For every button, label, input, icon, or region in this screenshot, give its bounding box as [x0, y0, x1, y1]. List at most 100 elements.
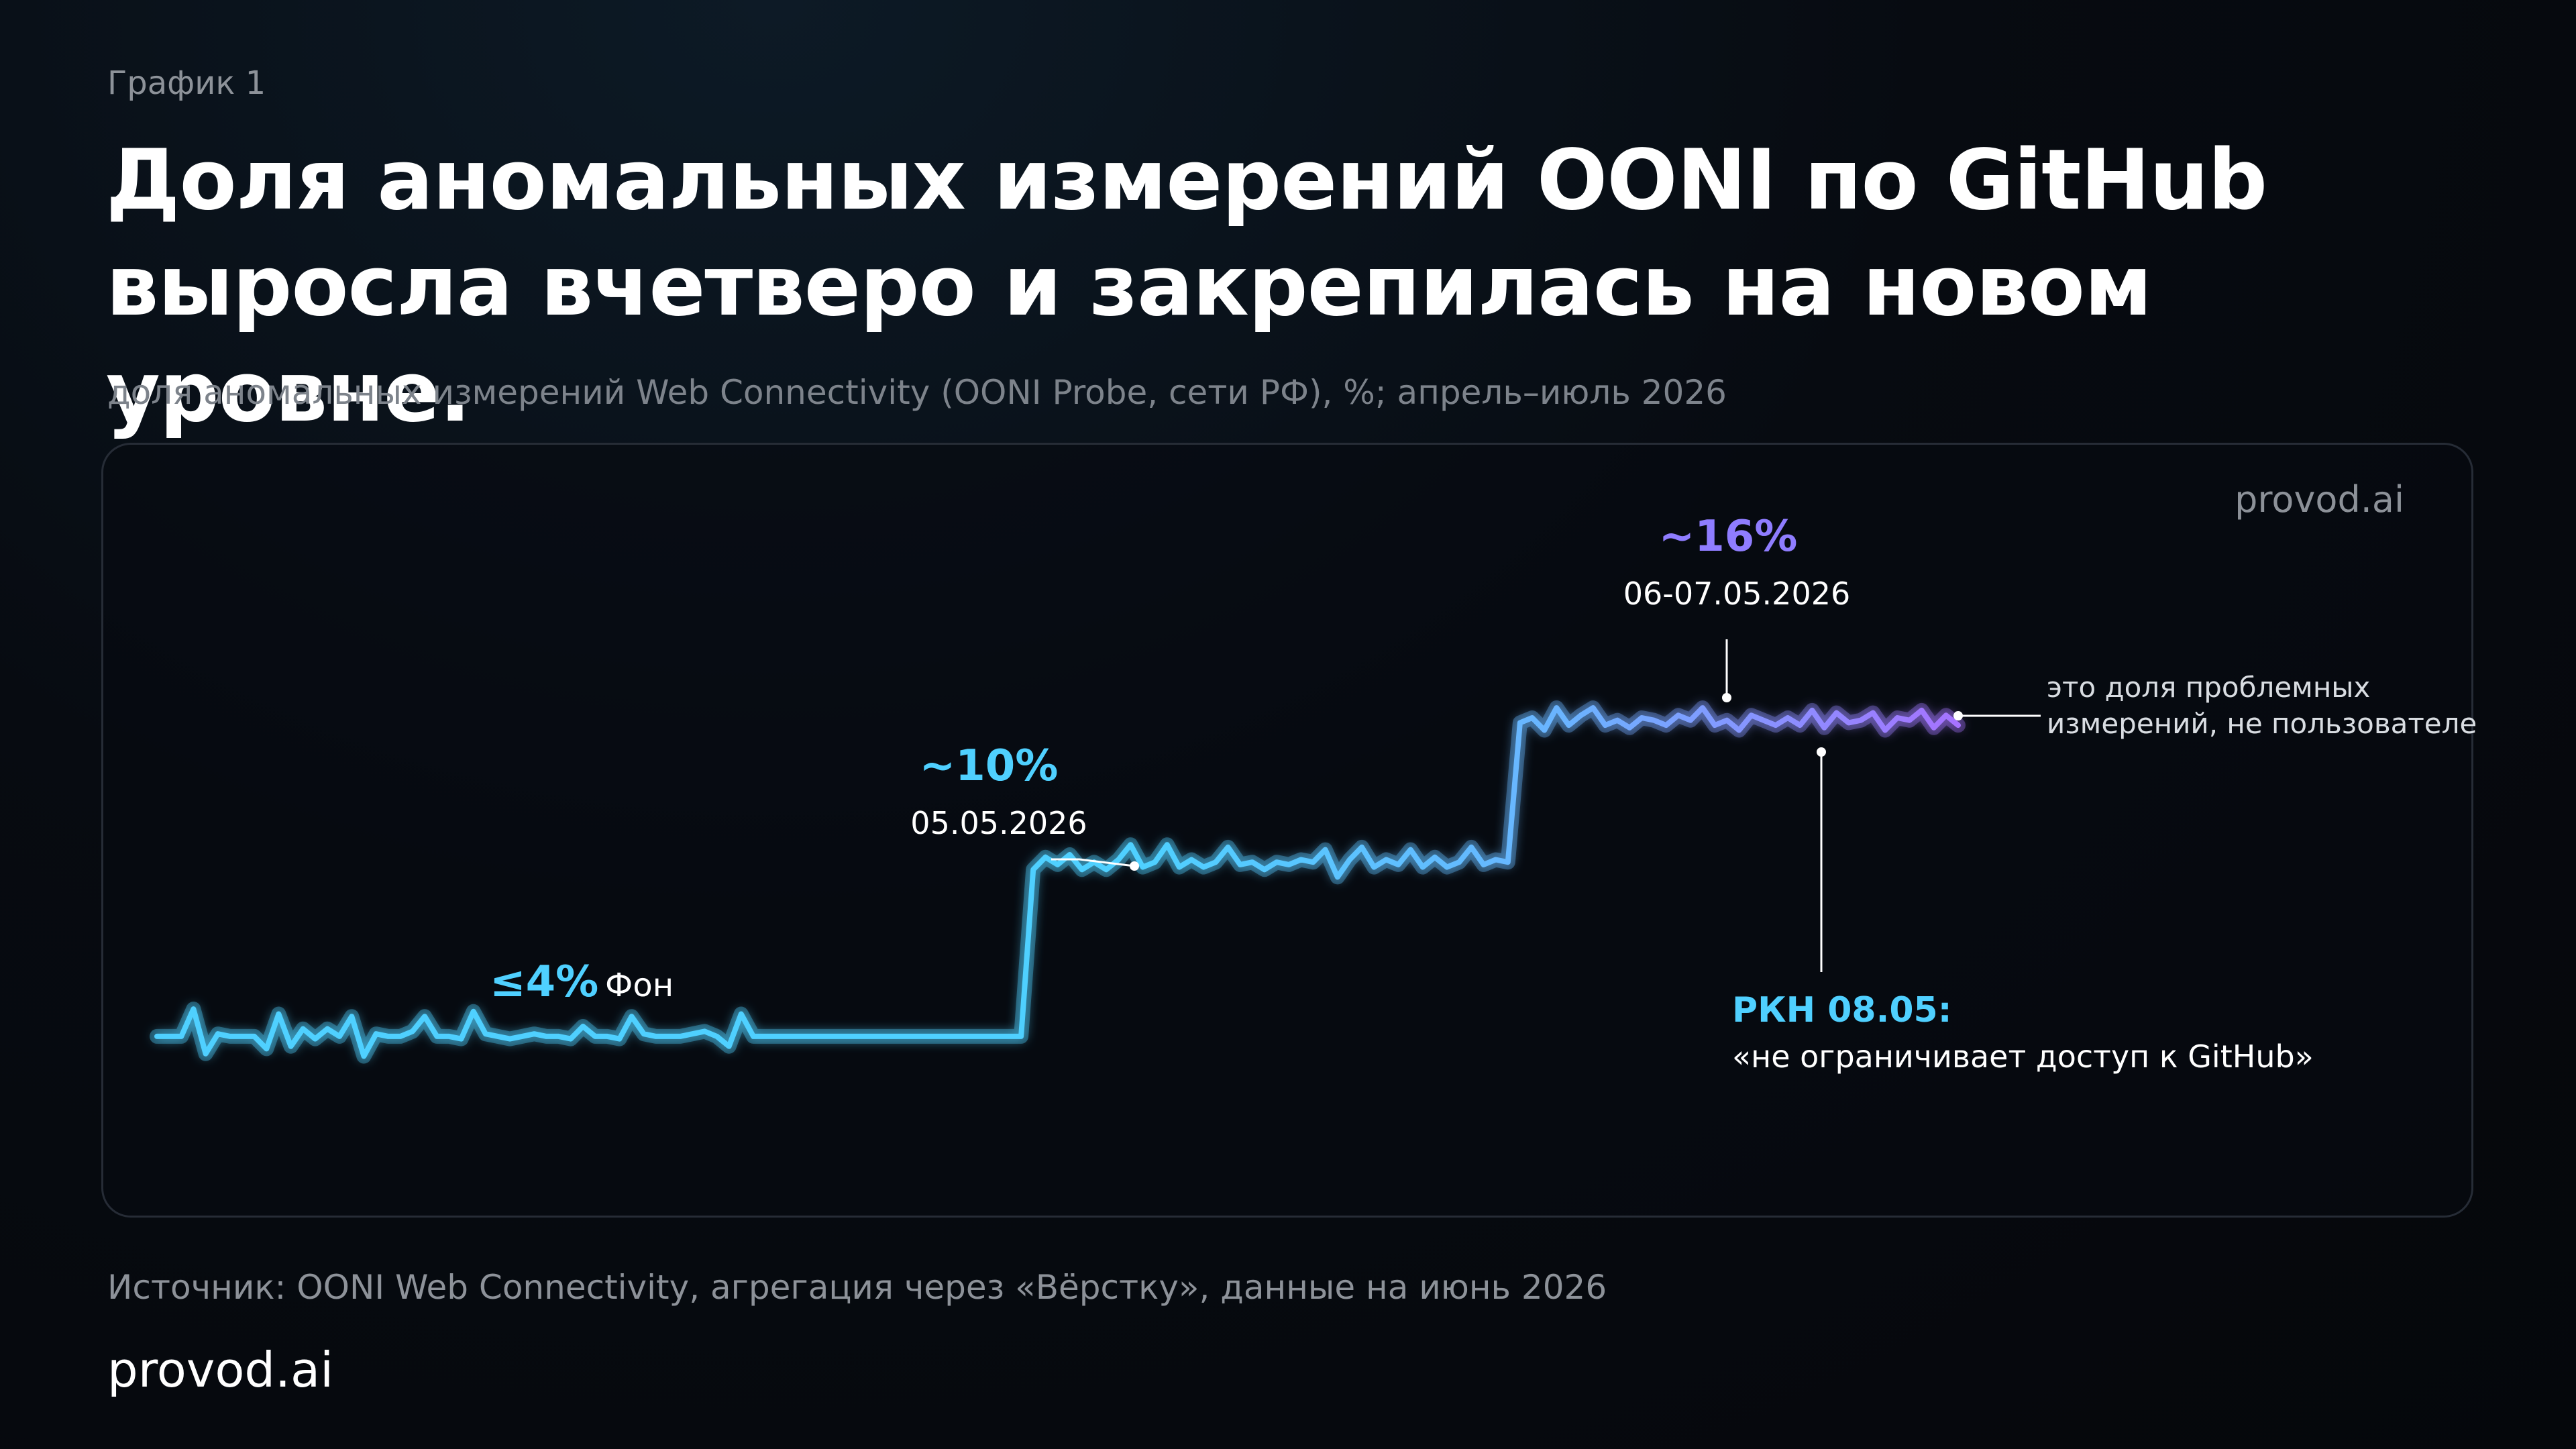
data-point: [849, 1034, 853, 1038]
data-point: [1895, 716, 1899, 720]
data-point: [630, 1014, 634, 1018]
data-point: [1786, 716, 1790, 720]
data-point: [910, 1034, 914, 1038]
annotation-background-label: Фон: [605, 967, 674, 1004]
data-point: [1871, 711, 1875, 715]
data-point: [1287, 863, 1291, 867]
data-point: [155, 1034, 159, 1038]
data-point: [179, 1034, 183, 1038]
data-point: [1080, 867, 1084, 871]
data-point: [216, 1032, 220, 1036]
data-point: [1311, 860, 1316, 864]
data-point: [557, 1034, 561, 1038]
data-point: [763, 1034, 767, 1038]
data-point: [447, 1034, 451, 1038]
data-point: [922, 1034, 926, 1038]
data-point: [1469, 845, 1473, 849]
data-point: [472, 1010, 476, 1014]
series-line: [154, 705, 1961, 1059]
data-point: [1810, 708, 1814, 712]
annotation-10pct-date: 05.05.2026: [910, 805, 1087, 841]
annotation-note-line-2: измерений, не пользователей: [2047, 707, 2475, 740]
data-point: [569, 1037, 573, 1041]
data-point: [775, 1034, 780, 1038]
data-point: [1007, 1034, 1011, 1038]
data-point: [727, 1044, 731, 1049]
chart-panel: ≤4% Фон ~10% 05.05.2026 ~16% 06-07.05.20…: [101, 443, 2475, 1218]
data-point: [983, 1034, 987, 1038]
data-point: [1372, 865, 1376, 869]
data-point: [545, 1034, 549, 1038]
data-point: [435, 1034, 439, 1038]
data-point: [1397, 863, 1401, 867]
data-point: [313, 1037, 317, 1041]
data-point: [1664, 723, 1668, 727]
data-point: [325, 1027, 329, 1031]
data-point: [702, 1029, 706, 1033]
panel-watermark-logo: provod.ai: [2235, 478, 2404, 521]
data-point: [1530, 716, 1534, 720]
chart-kicker: График 1: [107, 64, 266, 102]
data-point: [1299, 858, 1303, 862]
data-point: [1956, 723, 1960, 727]
data-point: [1603, 723, 1607, 727]
data-point: [605, 1034, 609, 1038]
leader-10pct: [1051, 858, 1135, 867]
data-point: [1713, 723, 1717, 727]
data-point: [411, 1029, 415, 1033]
data-point: [1409, 848, 1413, 852]
data-point: [1116, 858, 1120, 862]
data-point: [1482, 863, 1486, 867]
data-point: [484, 1032, 488, 1036]
leader-note-dot: [1953, 711, 1963, 720]
page-title: Доля аномальных измерений OONI по GitHub…: [106, 127, 2454, 445]
data-point: [240, 1034, 244, 1038]
leader-16pct-dot: [1722, 693, 1731, 702]
data-point: [1421, 865, 1425, 869]
data-point: [1774, 723, 1778, 727]
annotation-16pct-value: ~16%: [1659, 512, 1798, 561]
data-point: [995, 1034, 999, 1038]
data-point: [374, 1032, 378, 1036]
data-point: [1494, 858, 1498, 862]
data-point: [191, 1007, 195, 1011]
data-point: [1907, 718, 1911, 722]
data-point: [1457, 860, 1461, 864]
annotation-background-value: ≤4%: [490, 957, 598, 1007]
chart-subtitle: доля аномальных измерений Web Connectivi…: [107, 373, 1727, 412]
data-point: [1128, 843, 1132, 847]
data-point: [861, 1034, 865, 1038]
line-chart: ≤4% Фон ~10% 05.05.2026 ~16% 06-07.05.20…: [150, 512, 2475, 1075]
data-point: [1676, 713, 1680, 717]
data-point: [1762, 718, 1766, 722]
data-point: [1177, 865, 1181, 869]
data-point: [1798, 723, 1802, 727]
data-point: [1031, 867, 1035, 871]
data-point: [1445, 865, 1449, 869]
data-point: [1944, 713, 1948, 717]
data-point: [301, 1027, 305, 1031]
data-point: [1153, 860, 1157, 864]
data-point: [520, 1034, 524, 1038]
data-point: [252, 1034, 256, 1038]
data-point: [1627, 726, 1631, 730]
data-point: [264, 1046, 268, 1051]
data-point: [1324, 848, 1328, 852]
data-point: [1226, 845, 1230, 849]
data-point: [1701, 706, 1705, 710]
data-point: [715, 1034, 719, 1038]
data-point: [1189, 858, 1193, 862]
data-point: [1104, 867, 1108, 871]
data-point: [1652, 718, 1656, 722]
data-point: [1165, 843, 1169, 847]
data-point: [1725, 718, 1729, 722]
data-point: [1250, 860, 1254, 864]
data-point: [1932, 726, 1936, 730]
data-point: [1263, 867, 1267, 871]
data-point: [1920, 708, 1924, 712]
data-point: [1384, 858, 1388, 862]
annotation-16pct-date: 06-07.05.2026: [1623, 576, 1851, 612]
data-point: [593, 1034, 597, 1038]
data-point: [873, 1034, 877, 1038]
data-point: [1360, 845, 1364, 849]
